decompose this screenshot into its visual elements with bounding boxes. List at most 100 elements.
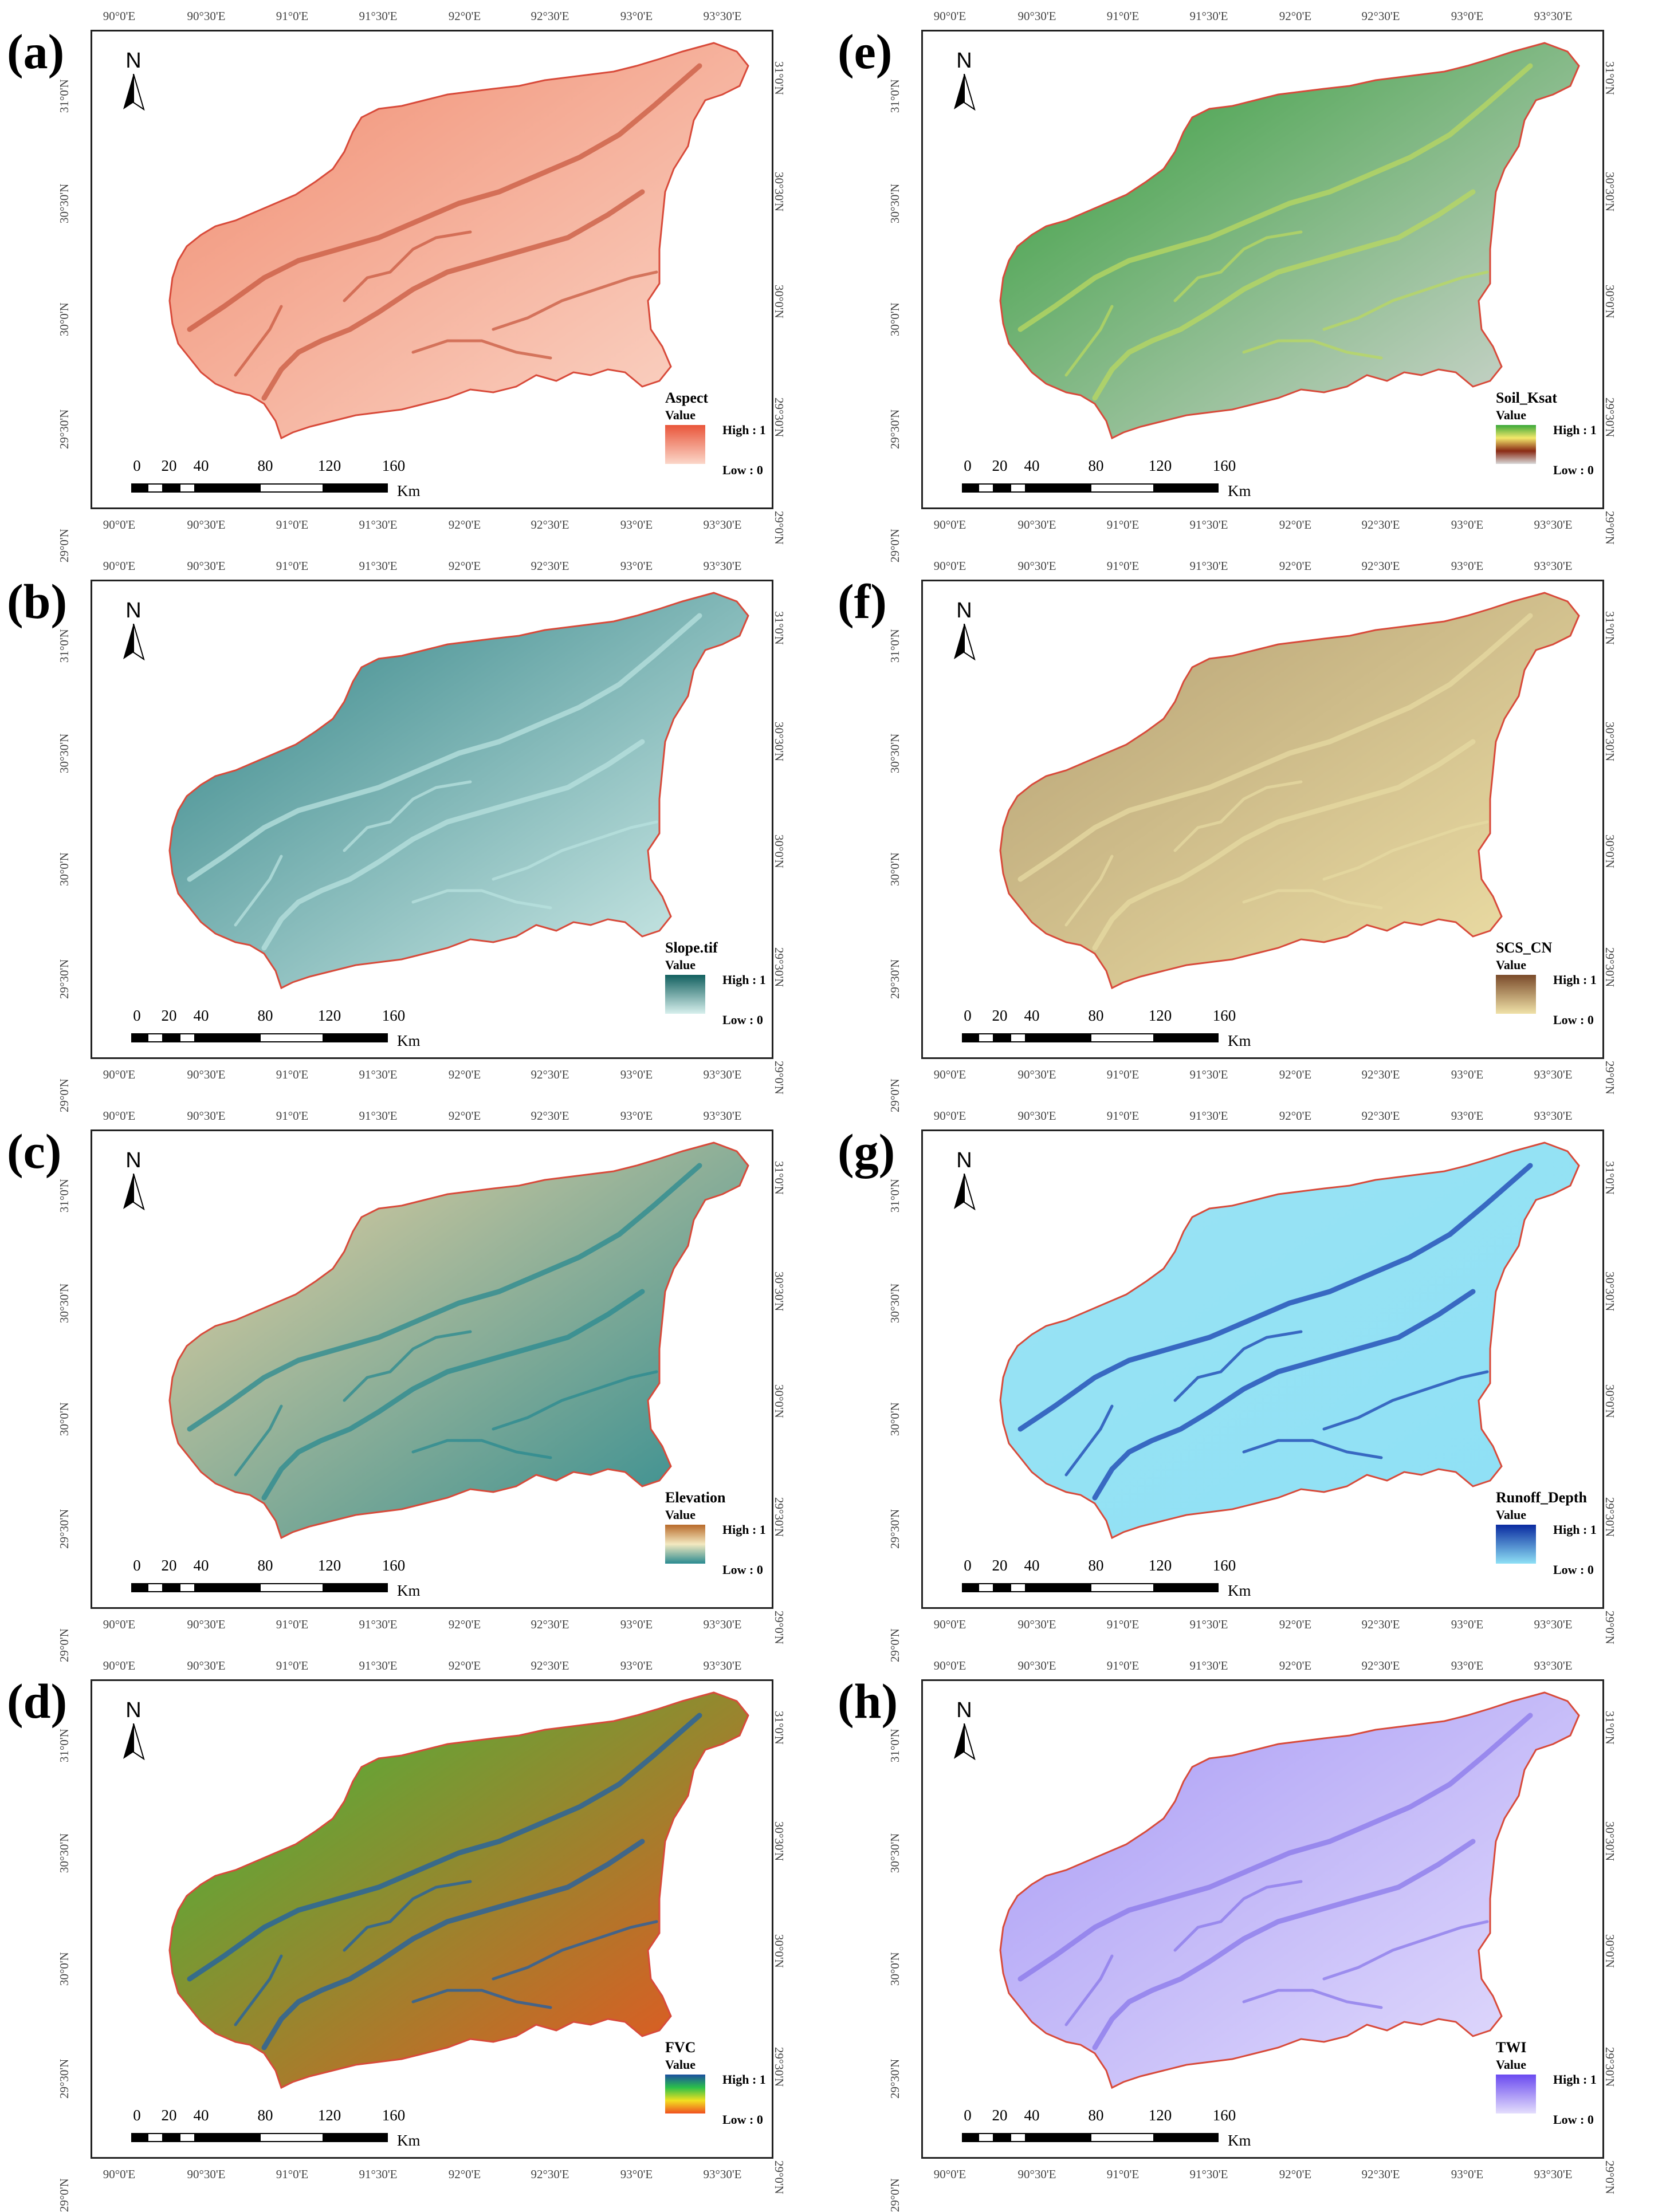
lon-tick-bottom: 92°30'E [1361, 2167, 1400, 2181]
scale-bar-segment [978, 2133, 994, 2142]
north-letter: N [956, 599, 972, 623]
legend-color-ramp [665, 975, 705, 1014]
basin-texture [187, 1163, 702, 1501]
lat-tick-left: 30°30'N [888, 183, 902, 223]
map-frame: N SCS_CN Value High : 1 Low : 0 0 20 40 80 120 160… [921, 580, 1604, 1059]
map-frame: N Runoff_Depth Value High : 1 Low : 0 0 20 40 80… [921, 1129, 1604, 1609]
lat-tick-right: 30°0'N [772, 1934, 786, 1968]
lat-tick-left: 30°0'N [888, 852, 902, 886]
lon-tick-top: 90°30'E [1017, 1109, 1056, 1123]
scale-bar-segment [962, 1033, 978, 1042]
scale-bar-segment [163, 1033, 179, 1042]
lon-tick-top: 90°30'E [187, 1109, 226, 1123]
scale-bar-label: 0 [133, 457, 141, 474]
lon-tick-top: 91°30'E [359, 559, 398, 573]
scale-bar-segment [195, 2133, 260, 2142]
basin-texture [1017, 63, 1533, 401]
lon-tick-bottom: 91°0'E [276, 518, 309, 532]
lat-tick-right: 30°0'N [1603, 835, 1617, 868]
lat-tick-right: 30°30'N [772, 1821, 786, 1861]
scale-bar-segment [324, 1033, 388, 1042]
north-arrow-icon [123, 1174, 145, 1210]
lat-tick-right: 30°30'N [772, 722, 786, 762]
lon-tick-bottom: 93°30'E [703, 518, 742, 532]
lon-tick-bottom: 91°30'E [359, 1617, 398, 1631]
north-arrow: N [950, 1698, 978, 1761]
north-arrow-icon [954, 624, 976, 660]
scale-bar-label: 20 [161, 2107, 177, 2124]
north-arrow-icon [954, 1723, 976, 1760]
scale-bar-segment [1090, 483, 1154, 493]
scale-bar-label: 120 [317, 457, 341, 474]
legend-title: Slope.tif [665, 939, 718, 956]
lat-tick-left: 31°0'N [888, 629, 902, 663]
lon-tick-bottom: 91°0'E [1106, 1068, 1140, 1081]
legend-value-label: Value [1496, 2057, 1526, 2072]
legend-low-label: Low : 0 [722, 1562, 763, 1577]
lon-tick-bottom: 93°30'E [1534, 518, 1573, 532]
lon-tick-top: 93°0'E [620, 559, 653, 573]
lat-tick-right: 30°30'N [1603, 1272, 1617, 1312]
lat-tick-left: 29°30'N [57, 409, 71, 449]
lon-tick-bottom: 93°30'E [703, 2167, 742, 2181]
lon-tick-top: 92°0'E [1279, 1109, 1312, 1123]
lon-tick-bottom: 93°0'E [1451, 1068, 1484, 1081]
lat-tick-right: 29°0'N [772, 1061, 786, 1095]
lat-tick-left: 30°30'N [888, 1833, 902, 1873]
lon-tick-bottom: 92°0'E [448, 2167, 481, 2181]
lon-tick-top: 90°30'E [1017, 1659, 1056, 1672]
lon-tick-bottom: 92°0'E [448, 1617, 481, 1631]
scale-bar-label: 20 [992, 2107, 1008, 2124]
scale-bar-segment [260, 483, 324, 493]
scale-bar-label: 40 [193, 1557, 209, 1574]
lat-tick-right: 29°0'N [772, 1611, 786, 1644]
lat-tick-right: 30°30'N [772, 172, 786, 212]
legend: FVC Value High : 1 Low : 0 [665, 2039, 772, 2148]
legend-color-ramp [1496, 425, 1536, 464]
lon-tick-top: 93°30'E [703, 1659, 742, 1672]
lon-tick-bottom: 91°30'E [1189, 2167, 1228, 2181]
legend-low-label: Low : 0 [722, 2112, 763, 2127]
lon-tick-top: 91°0'E [276, 1659, 309, 1672]
scale-bar-segment [131, 1033, 147, 1042]
scale-bar-segment [1090, 2133, 1154, 2142]
scale-bar-segment [1026, 2133, 1090, 2142]
basin-texture [187, 63, 702, 401]
lon-tick-bottom: 91°0'E [1106, 2167, 1140, 2181]
lon-tick-bottom: 92°0'E [1279, 518, 1312, 532]
basin-map [999, 1142, 1580, 1540]
scale-bar-segment [1010, 1583, 1026, 1592]
lon-tick-top: 91°0'E [1106, 1659, 1140, 1672]
scale-bar-label: 80 [1088, 457, 1104, 474]
scale-bar-segment [260, 1033, 324, 1042]
scale-bar-segment [163, 1583, 179, 1592]
lon-tick-bottom: 93°0'E [620, 1617, 653, 1631]
scale-bar-segment [1026, 483, 1090, 493]
scale-bar-segment [260, 1583, 324, 1592]
lon-tick-top: 90°30'E [1017, 559, 1056, 573]
lon-tick-bottom: 91°30'E [1189, 1617, 1228, 1631]
scale-bar: 0 20 40 80 120 160 Km [956, 1007, 1254, 1053]
lat-tick-left: 30°0'N [57, 1402, 71, 1436]
lat-tick-left: 30°0'N [888, 1952, 902, 1986]
scale-bar-label: 160 [1212, 1557, 1236, 1574]
scale-bar-label: 0 [964, 2107, 972, 2124]
scale-bar-segment [147, 1033, 163, 1042]
north-letter: N [956, 49, 972, 73]
lat-tick-right: 29°0'N [772, 511, 786, 545]
lat-tick-right: 31°0'N [1603, 61, 1617, 95]
legend-low-label: Low : 0 [1553, 2112, 1594, 2127]
north-arrow: N [950, 49, 978, 112]
legend: Aspect Value High : 1 Low : 0 [665, 389, 772, 498]
lon-tick-bottom: 90°30'E [187, 518, 226, 532]
lon-tick-bottom: 90°0'E [933, 1068, 966, 1081]
lon-tick-top: 92°30'E [1361, 1109, 1400, 1123]
lon-tick-bottom: 92°30'E [531, 1617, 569, 1631]
lon-tick-bottom: 91°0'E [276, 1617, 309, 1631]
lon-tick-top: 93°0'E [1451, 9, 1484, 23]
legend-value-label: Value [665, 2057, 696, 2072]
scale-bar-label: 120 [317, 1557, 341, 1574]
lon-tick-bottom: 90°0'E [103, 518, 136, 532]
lon-tick-bottom: 92°30'E [531, 2167, 569, 2181]
lat-tick-left: 29°30'N [888, 409, 902, 449]
